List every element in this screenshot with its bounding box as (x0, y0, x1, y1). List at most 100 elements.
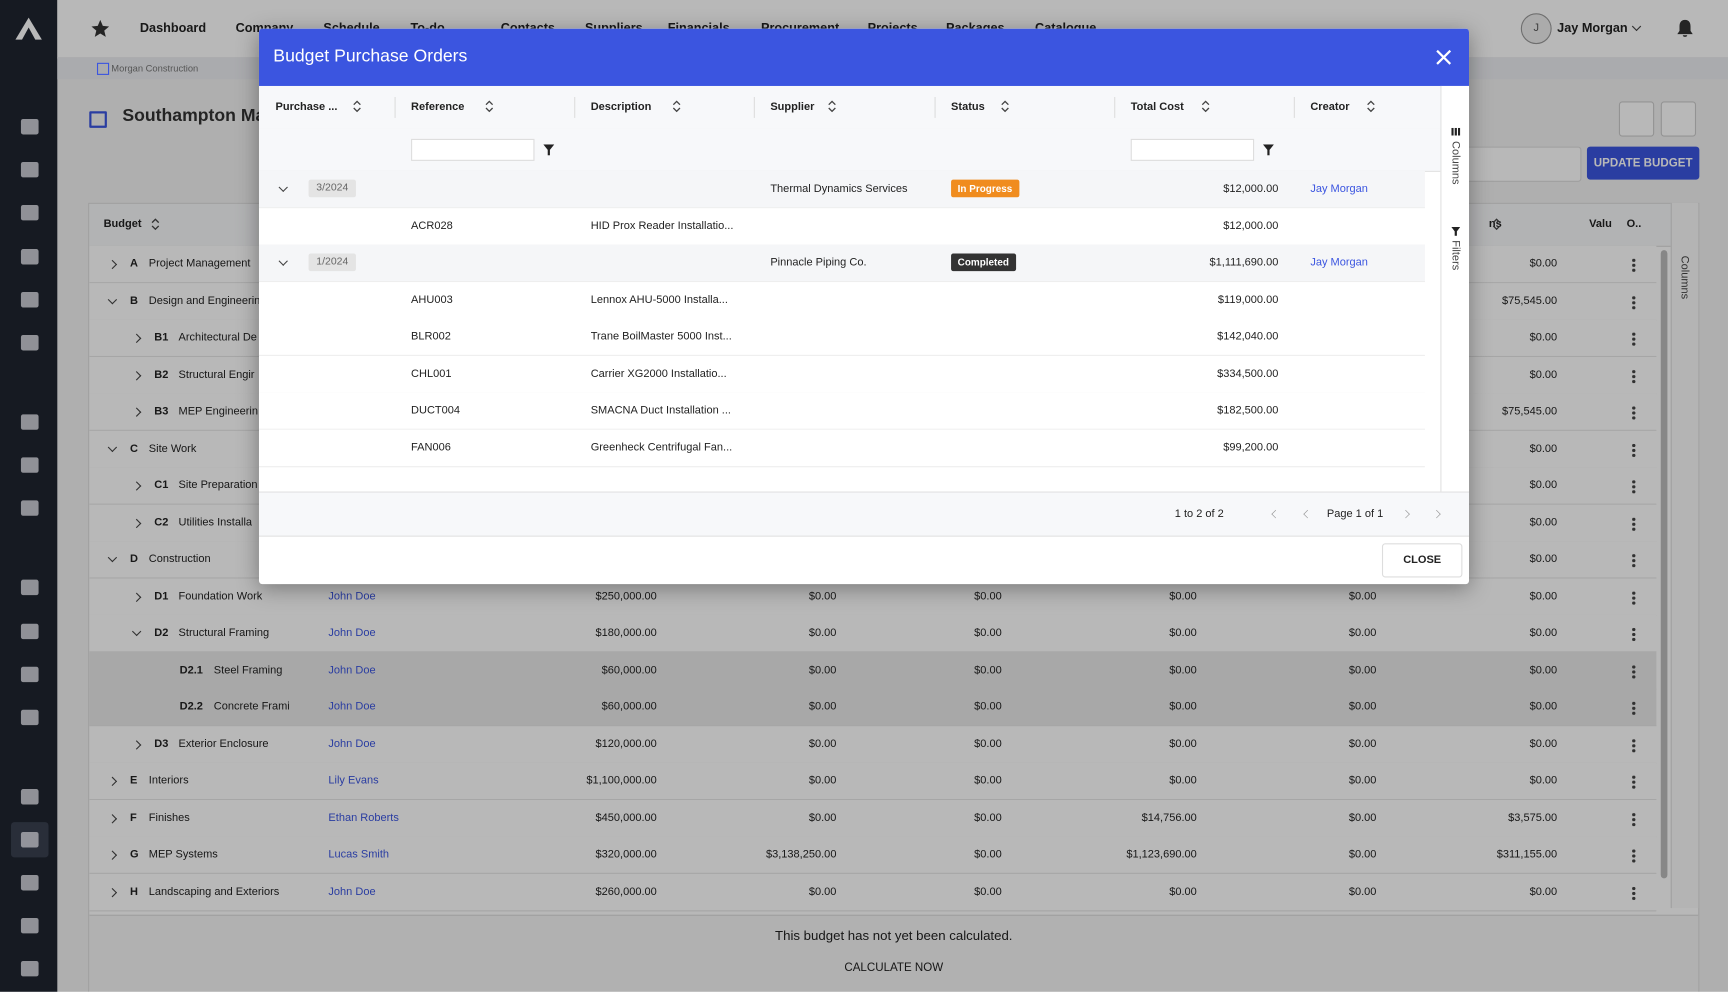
close-button[interactable]: CLOSE (1381, 543, 1463, 578)
grid-column-header[interactable]: Creator (1310, 101, 1350, 114)
grid-row[interactable] (258, 318, 1425, 356)
owner-link[interactable]: John Doe (328, 700, 376, 714)
sort-icon[interactable] (353, 100, 362, 113)
sidebar-icon[interactable] (20, 161, 39, 178)
row-menu[interactable] (1632, 848, 1636, 863)
nav-item[interactable]: Dashboard (139, 22, 207, 36)
grid-row[interactable] (258, 392, 1425, 430)
table-row[interactable] (89, 651, 1657, 690)
sidebar-icon[interactable] (20, 292, 39, 308)
row-menu[interactable] (1632, 663, 1636, 679)
row-menu[interactable] (1632, 700, 1636, 716)
filter-icon[interactable] (1262, 144, 1274, 156)
sidebar-icon[interactable] (20, 579, 39, 596)
tool-panel-icon[interactable] (1451, 127, 1461, 137)
row-menu[interactable] (1632, 811, 1636, 826)
table-row[interactable] (89, 873, 1657, 911)
owner-link[interactable]: Lucas Smith (328, 848, 390, 861)
sidebar-icon[interactable] (20, 335, 39, 351)
grid-column-header[interactable]: Status (951, 101, 985, 114)
row-menu[interactable] (1632, 774, 1636, 790)
modal-close-icon[interactable] (1436, 49, 1452, 65)
row-menu[interactable] (1632, 294, 1636, 310)
sidebar-icon[interactable] (20, 917, 39, 934)
sort-icon[interactable] (1492, 218, 1501, 231)
creator-link[interactable]: Jay Morgan (1310, 256, 1368, 269)
refresh-button[interactable] (1618, 101, 1655, 137)
row-menu[interactable] (1632, 331, 1636, 347)
column-header[interactable]: Budget (103, 218, 142, 231)
owner-link[interactable]: John Doe (328, 737, 376, 750)
row-menu[interactable] (1632, 368, 1636, 383)
sort-icon[interactable] (1001, 100, 1010, 113)
tool-panel-tab[interactable]: Columns (1449, 141, 1462, 185)
row-menu[interactable] (1632, 516, 1636, 531)
sidebar-icon[interactable] (20, 500, 39, 516)
owner-link[interactable]: John Doe (328, 663, 376, 677)
grid-column-header[interactable]: Supplier (770, 101, 815, 114)
owner-link[interactable]: Lily Evans (328, 774, 379, 787)
avatar[interactable] (1520, 13, 1552, 45)
grid-row[interactable] (258, 244, 1425, 283)
table-row[interactable] (89, 688, 1657, 727)
owner-link[interactable]: John Doe (328, 627, 376, 640)
sidebar-icon[interactable] (20, 832, 39, 848)
sidebar-icon[interactable] (20, 249, 39, 265)
grid-column-header[interactable]: Description (590, 101, 652, 114)
owner-link[interactable]: Ethan Roberts (328, 811, 399, 824)
sidebar-icon[interactable] (20, 875, 39, 891)
column-header[interactable]: O.. (1626, 218, 1642, 231)
filter-input[interactable] (411, 138, 535, 161)
owner-link[interactable]: John Doe (328, 590, 376, 603)
tool-panel-tab[interactable]: Filters (1449, 240, 1462, 271)
favorite-icon[interactable] (90, 19, 110, 39)
grid-column-header[interactable]: Reference (411, 101, 465, 114)
sidebar-icon[interactable] (20, 623, 39, 640)
sort-icon[interactable] (1367, 100, 1376, 113)
table-row[interactable] (89, 725, 1657, 764)
update-budget-button[interactable]: UPDATE BUDGET (1586, 146, 1700, 180)
sort-icon[interactable] (485, 100, 494, 113)
table-row[interactable] (89, 578, 1657, 616)
row-menu[interactable] (1632, 442, 1636, 457)
sort-icon[interactable] (1201, 100, 1210, 113)
grid-row[interactable] (258, 429, 1425, 467)
sidebar-icon[interactable] (20, 960, 39, 977)
export-button[interactable] (1660, 101, 1697, 137)
row-menu[interactable] (1632, 885, 1636, 900)
calc-button[interactable]: CALCULATE NOW (844, 960, 944, 975)
grid-column-header[interactable]: Total Cost (1130, 101, 1184, 114)
row-menu[interactable] (1632, 405, 1636, 420)
row-menu[interactable] (1632, 627, 1636, 642)
side-panel-label[interactable]: Columns (1678, 255, 1691, 300)
row-menu[interactable] (1632, 590, 1636, 605)
sidebar-icon[interactable] (20, 119, 39, 135)
sort-icon[interactable] (672, 100, 681, 113)
filter-icon[interactable] (543, 144, 555, 156)
breadcrumb[interactable]: Morgan Construction (111, 62, 199, 74)
creator-link[interactable]: Jay Morgan (1310, 182, 1368, 196)
row-menu[interactable] (1632, 553, 1636, 568)
sidebar-icon[interactable] (20, 457, 39, 473)
sort-icon[interactable] (828, 100, 837, 113)
table-row[interactable] (89, 836, 1657, 874)
sidebar-icon[interactable] (20, 666, 39, 683)
sort-icon[interactable] (151, 218, 160, 231)
row-menu[interactable] (1632, 479, 1636, 494)
grid-row[interactable] (258, 355, 1425, 393)
notifications-icon[interactable] (1676, 19, 1694, 39)
sidebar-icon[interactable] (20, 414, 39, 430)
column-header[interactable]: Valu (1589, 218, 1612, 231)
sidebar-icon[interactable] (20, 709, 39, 726)
tool-panel-icon[interactable] (1451, 227, 1461, 236)
owner-link[interactable]: John Doe (328, 885, 376, 898)
sidebar-icon[interactable] (20, 204, 39, 221)
table-row[interactable] (89, 799, 1657, 837)
sidebar-icon[interactable] (20, 789, 39, 805)
row-menu[interactable] (1632, 737, 1636, 753)
user-name[interactable]: Jay Morgan (1557, 22, 1628, 36)
row-name: Finishes (148, 811, 190, 824)
grid-column-header[interactable]: Purchase ... (275, 101, 338, 114)
filter-input[interactable] (1130, 138, 1255, 161)
row-menu[interactable] (1632, 257, 1636, 273)
